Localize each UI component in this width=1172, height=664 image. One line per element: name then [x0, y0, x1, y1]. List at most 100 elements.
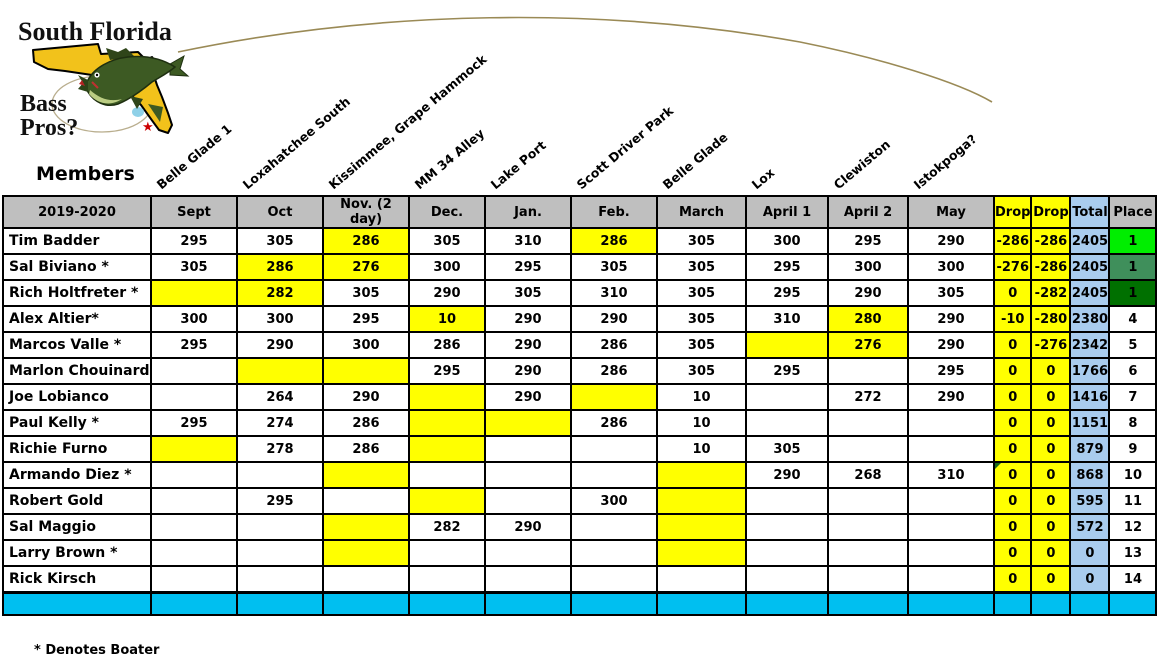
score-cell-1[interactable] [150, 513, 238, 541]
drop1-header-cell[interactable]: Drop [992, 195, 1033, 229]
score-cell-8[interactable]: 295 [745, 253, 829, 281]
score-cell-9[interactable]: 300 [827, 253, 909, 281]
score-cell-8[interactable] [745, 513, 829, 541]
score-cell-5[interactable]: 290 [484, 357, 572, 385]
score-cell-6[interactable]: 286 [570, 331, 658, 359]
score-cell-8[interactable]: 300 [745, 227, 829, 255]
drop-cell-2[interactable]: -286 [1030, 227, 1072, 255]
score-cell-7[interactable]: 305 [656, 357, 747, 385]
score-cell-10[interactable]: 290 [907, 331, 995, 359]
score-cell-2[interactable]: 264 [236, 383, 324, 411]
drop-cell-1[interactable]: 0 [992, 539, 1033, 567]
score-cell-6[interactable]: 310 [570, 279, 658, 307]
drop-cell-1[interactable]: -276 [992, 253, 1033, 281]
member-name-cell[interactable]: Marcos Valle * [2, 331, 152, 359]
place-cell[interactable]: 14 [1108, 565, 1158, 594]
score-cell-2[interactable]: 295 [236, 487, 324, 515]
score-cell-2[interactable]: 286 [236, 253, 324, 281]
score-cell-1[interactable] [150, 383, 238, 411]
score-cell-9[interactable] [827, 513, 909, 541]
total-cell[interactable]: 572 [1069, 513, 1111, 541]
total-cell[interactable]: 1416 [1069, 383, 1111, 411]
drop-cell-2[interactable]: -286 [1030, 253, 1072, 281]
month-header-3[interactable]: Nov. (2 day) [322, 195, 410, 229]
score-cell-7[interactable] [656, 513, 747, 541]
score-cell-7[interactable] [656, 539, 747, 567]
drop-cell-2[interactable]: -282 [1030, 279, 1072, 307]
score-cell-5[interactable] [484, 435, 572, 463]
member-name-cell[interactable]: Rich Holtfreter * [2, 279, 152, 307]
band-cell[interactable] [745, 591, 829, 616]
total-cell[interactable]: 1766 [1069, 357, 1111, 385]
band-cell[interactable] [827, 591, 909, 616]
score-cell-7[interactable]: 10 [656, 435, 747, 463]
total-cell[interactable]: 879 [1069, 435, 1111, 463]
lake-header-5[interactable]: Lake Port [487, 137, 549, 193]
score-cell-6[interactable] [570, 383, 658, 411]
drop-cell-1[interactable]: 0 [992, 487, 1033, 515]
score-cell-8[interactable]: 310 [745, 305, 829, 333]
score-cell-3[interactable]: 295 [322, 305, 410, 333]
drop-cell-1[interactable]: 0 [992, 461, 1033, 489]
score-cell-1[interactable]: 305 [150, 253, 238, 281]
score-cell-3[interactable]: 305 [322, 279, 410, 307]
score-cell-5[interactable]: 290 [484, 331, 572, 359]
score-cell-4[interactable]: 282 [408, 513, 486, 541]
band-cell[interactable] [992, 591, 1033, 616]
total-cell[interactable]: 1151 [1069, 409, 1111, 437]
score-cell-1[interactable] [150, 461, 238, 489]
score-cell-2[interactable] [236, 357, 324, 385]
month-header-4[interactable]: Dec. [408, 195, 486, 229]
score-cell-7[interactable]: 10 [656, 383, 747, 411]
score-cell-8[interactable] [745, 383, 829, 411]
score-cell-4[interactable] [408, 539, 486, 567]
score-cell-6[interactable] [570, 565, 658, 594]
score-cell-3[interactable]: 286 [322, 435, 410, 463]
score-cell-5[interactable]: 310 [484, 227, 572, 255]
drop-cell-1[interactable]: 0 [992, 435, 1033, 463]
score-cell-1[interactable] [150, 357, 238, 385]
score-cell-4[interactable]: 295 [408, 357, 486, 385]
score-cell-5[interactable]: 295 [484, 253, 572, 281]
score-cell-7[interactable]: 10 [656, 409, 747, 437]
score-cell-3[interactable]: 290 [322, 383, 410, 411]
place-cell[interactable]: 10 [1108, 461, 1158, 489]
score-cell-2[interactable]: 290 [236, 331, 324, 359]
score-cell-6[interactable]: 286 [570, 409, 658, 437]
score-cell-1[interactable] [150, 435, 238, 463]
band-cell[interactable] [1069, 591, 1111, 616]
score-cell-4[interactable] [408, 383, 486, 411]
place-cell[interactable]: 6 [1108, 357, 1158, 385]
place-cell[interactable]: 9 [1108, 435, 1158, 463]
place-cell[interactable]: 12 [1108, 513, 1158, 541]
score-cell-1[interactable]: 300 [150, 305, 238, 333]
score-cell-8[interactable]: 295 [745, 357, 829, 385]
score-cell-4[interactable]: 290 [408, 279, 486, 307]
month-header-5[interactable]: Jan. [484, 195, 572, 229]
score-cell-7[interactable]: 305 [656, 279, 747, 307]
drop-cell-1[interactable]: 0 [992, 331, 1033, 359]
place-cell[interactable]: 8 [1108, 409, 1158, 437]
band-cell[interactable] [484, 591, 572, 616]
score-cell-5[interactable]: 290 [484, 305, 572, 333]
total-cell[interactable]: 0 [1069, 539, 1111, 567]
score-cell-5[interactable] [484, 487, 572, 515]
member-name-cell[interactable]: Tim Badder [2, 227, 152, 255]
score-cell-1[interactable] [150, 279, 238, 307]
month-header-2[interactable]: Oct [236, 195, 324, 229]
score-cell-5[interactable] [484, 409, 572, 437]
score-cell-8[interactable] [745, 331, 829, 359]
lake-header-10[interactable]: Istokpoga? [910, 131, 980, 193]
score-cell-6[interactable] [570, 539, 658, 567]
score-cell-9[interactable]: 268 [827, 461, 909, 489]
score-cell-3[interactable] [322, 461, 410, 489]
band-cell[interactable] [236, 591, 324, 616]
score-cell-9[interactable] [827, 435, 909, 463]
score-cell-9[interactable]: 276 [827, 331, 909, 359]
total-cell[interactable]: 2342 [1069, 331, 1111, 359]
score-cell-9[interactable]: 295 [827, 227, 909, 255]
score-cell-10[interactable]: 290 [907, 227, 995, 255]
score-cell-2[interactable]: 300 [236, 305, 324, 333]
band-cell[interactable] [2, 591, 152, 616]
drop-cell-2[interactable]: 0 [1030, 409, 1072, 437]
